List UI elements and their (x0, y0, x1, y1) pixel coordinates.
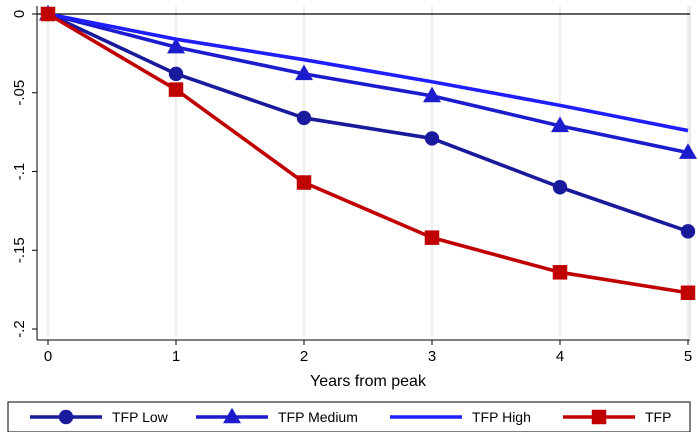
x-tick-label: 5 (684, 348, 692, 365)
data-point (296, 110, 312, 126)
data-point (680, 224, 696, 239)
data-point (295, 64, 313, 81)
legend-item: TFP High (390, 409, 531, 425)
data-point (551, 116, 569, 133)
legend-item: TFP (563, 409, 671, 425)
series-line (47, 12, 689, 155)
legend-swatch-marker (223, 407, 241, 424)
series-line (47, 12, 689, 133)
data-point (680, 285, 696, 301)
x-axis: 0 1 2 3 4 5 (44, 340, 692, 365)
plot-frame (36, 6, 691, 341)
series-tfp-high (47, 12, 689, 133)
y-axis: 0 -.05 -.1 -.15 -.2 (11, 10, 37, 338)
series-tfp-medium (39, 4, 697, 159)
data-point (167, 37, 185, 54)
series-tfp (40, 6, 696, 301)
legend-label: TFP Low (112, 409, 169, 425)
legend-item: TFP Low (30, 409, 169, 425)
series-layer (39, 4, 697, 301)
grid-layer (47, 6, 689, 340)
x-tick-label: 2 (300, 348, 308, 365)
legend-label: TFP High (472, 409, 531, 425)
x-tick-label: 3 (428, 348, 436, 365)
x-tick-label: 0 (44, 348, 52, 365)
series-line (47, 12, 689, 295)
data-point (423, 86, 441, 103)
y-tick-label: 0 (11, 10, 28, 18)
x-tick-label: 1 (172, 348, 180, 365)
x-axis-title: Years from peak (310, 373, 427, 390)
data-point (679, 143, 697, 159)
y-tick-label: -.05 (11, 80, 28, 106)
series-line (47, 12, 689, 234)
y-tick-label: -.1 (11, 163, 28, 181)
data-point (552, 180, 568, 195)
legend: TFP Low TFP Medium TFP High TFP (7, 401, 691, 432)
data-point (168, 66, 184, 82)
data-point (552, 265, 568, 280)
data-point (424, 131, 440, 146)
legend-label: TFP Medium (278, 409, 358, 425)
data-point (40, 6, 56, 22)
legend-item: TFP Medium (196, 407, 358, 425)
legend-swatch-marker (591, 409, 607, 425)
legend-swatch-marker (58, 409, 74, 425)
series-tfp-low (40, 6, 696, 239)
y-tick-label: -.15 (11, 237, 28, 263)
data-point (296, 175, 312, 190)
y-tick-label: -.2 (11, 320, 28, 338)
x-tick-label: 4 (556, 348, 564, 365)
legend-label: TFP (645, 409, 671, 425)
data-point (424, 230, 440, 245)
data-point (168, 82, 184, 97)
